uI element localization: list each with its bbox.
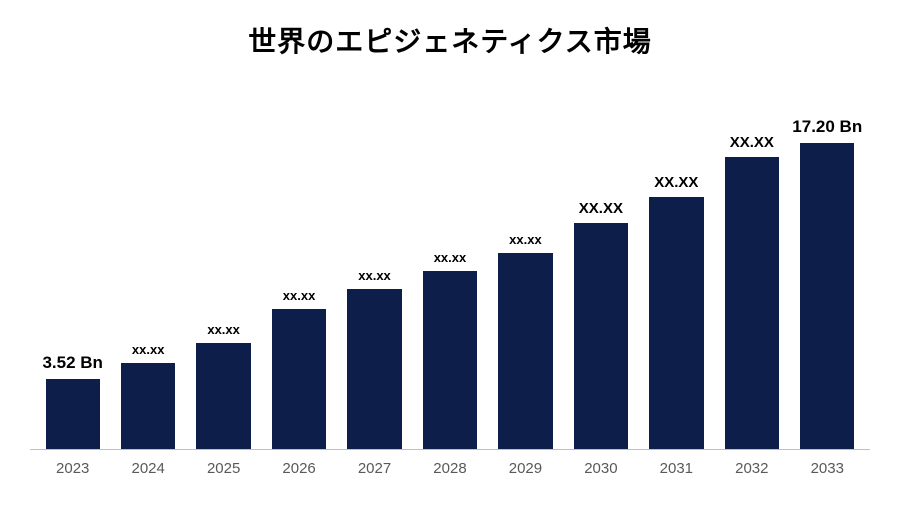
- x-axis-label: 2033: [790, 454, 865, 480]
- x-axis-label: 2026: [261, 454, 336, 480]
- bar: [121, 363, 175, 449]
- bar: [498, 253, 552, 449]
- bar: [649, 197, 703, 449]
- bar-slot: xx.xx: [488, 70, 563, 449]
- chart-container: 世界のエピジェネティクス市場 3.52 Bnxx.xxxx.xxxx.xxxx.…: [0, 0, 900, 525]
- bars-row: 3.52 Bnxx.xxxx.xxxx.xxxx.xxxx.xxxx.xxXX.…: [30, 70, 870, 450]
- bar: [800, 143, 854, 449]
- x-axis-label: 2031: [639, 454, 714, 480]
- bar-slot: xx.xx: [412, 70, 487, 449]
- bar-value-label: 17.20 Bn: [767, 117, 887, 137]
- bar-slot: xx.xx: [110, 70, 185, 449]
- bar: [196, 343, 250, 449]
- x-axis-label: 2023: [35, 454, 110, 480]
- x-axis-labels: 2023202420252026202720282029203020312032…: [30, 454, 870, 480]
- x-axis-label: 2024: [110, 454, 185, 480]
- x-axis-label: 2028: [412, 454, 487, 480]
- x-axis-label: 2032: [714, 454, 789, 480]
- x-axis-label: 2027: [337, 454, 412, 480]
- bar-slot: XX.XX: [639, 70, 714, 449]
- plot-area: 3.52 Bnxx.xxxx.xxxx.xxxx.xxxx.xxxx.xxXX.…: [30, 70, 870, 480]
- bar: [272, 309, 326, 449]
- bar: [46, 379, 100, 449]
- bar-slot: XX.XX: [563, 70, 638, 449]
- bar: [725, 157, 779, 449]
- bar: [574, 223, 628, 449]
- x-axis-label: 2030: [563, 454, 638, 480]
- bar-slot: 3.52 Bn: [35, 70, 110, 449]
- bar-slot: xx.xx: [261, 70, 336, 449]
- bar: [347, 289, 401, 449]
- bar-slot: xx.xx: [186, 70, 261, 449]
- chart-title: 世界のエピジェネティクス市場: [30, 20, 870, 60]
- bar-slot: 17.20 Bn: [790, 70, 865, 449]
- x-axis-label: 2025: [186, 454, 261, 480]
- bar: [423, 271, 477, 449]
- x-axis-label: 2029: [488, 454, 563, 480]
